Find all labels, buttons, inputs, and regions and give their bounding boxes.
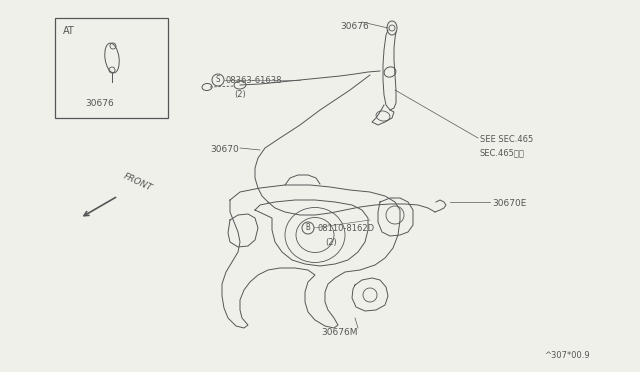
Text: SEC.465参照: SEC.465参照 [480,148,525,157]
Text: 30670: 30670 [210,145,239,154]
Text: SEE SEC.465: SEE SEC.465 [480,135,533,144]
Text: 30676M: 30676M [322,328,358,337]
Text: ^307*00.9: ^307*00.9 [545,351,590,360]
Text: B: B [306,224,310,232]
Text: 30676: 30676 [340,22,369,31]
Text: 30676: 30676 [86,99,115,108]
Text: FRONT: FRONT [122,172,154,193]
Text: 08110-8162D: 08110-8162D [317,224,374,233]
Text: (2): (2) [325,238,337,247]
Text: S: S [216,76,220,84]
Bar [55,18,168,118]
Text: AT: AT [63,26,75,36]
Text: 30670E: 30670E [492,199,526,208]
Text: (2): (2) [234,90,246,99]
Text: 08363-61638: 08363-61638 [226,76,282,85]
